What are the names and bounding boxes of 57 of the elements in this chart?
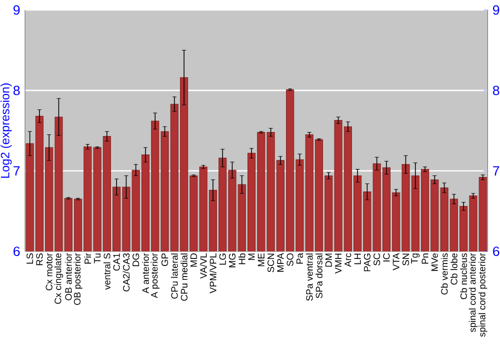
x-tick-label: A anterior: [142, 253, 149, 294]
x-tick-label: SC: [374, 253, 380, 266]
y-tick-label: 9: [14, 5, 20, 15]
y2-tick-label: 9: [493, 5, 500, 15]
x-tick-label: SO: [286, 253, 294, 266]
y2-tick-label: 6: [493, 246, 500, 256]
x-tick-label: OB posterior: [74, 253, 82, 305]
x-tick-label: LH: [354, 254, 361, 264]
y-tick-label: 6: [14, 246, 20, 256]
x-tick-label: LS: [26, 253, 34, 264]
x-tick-label: Cx motor: [46, 253, 52, 290]
x-tick-label: Pir: [84, 253, 92, 264]
y-tick-label: 7: [14, 166, 20, 176]
x-tick-label: SPa dorsal: [316, 254, 322, 298]
x-tick-label: MPA: [277, 252, 284, 272]
x-tick-label: SN: [402, 254, 410, 266]
x-tick-label: CA1: [113, 253, 120, 271]
y-tick-label: 8: [13, 86, 20, 96]
x-tick-label: GP: [161, 253, 168, 266]
x-tick-label: MVe: [431, 253, 438, 271]
x-tick-label: CPu lateral: [170, 254, 178, 299]
x-tick-label: Cb vermis: [440, 253, 448, 294]
x-tick-label: PAG: [364, 254, 370, 272]
x-tick-label: spinal cord posterior: [478, 253, 488, 337]
x-tick-label: IC: [383, 253, 390, 262]
x-tick-label: SPa ventral: [306, 254, 313, 301]
x-tick-label: CA2/CA3: [122, 253, 130, 292]
x-tick-label: M: [248, 254, 255, 260]
x-tick-label: VA/VL: [200, 253, 207, 279]
x-tick-label: Cx cingulate: [54, 253, 64, 304]
x-tick-label: VPM/VPL: [210, 253, 216, 294]
x-tick-label: Pn: [422, 254, 428, 264]
y2-tick-label: 7: [493, 166, 500, 176]
x-tick-label: SCN: [268, 254, 274, 272]
x-tick-label: MG: [228, 254, 236, 268]
x-tick-label: spinal cord anterior: [468, 253, 478, 332]
x-tick-label: Cb nucleus: [460, 253, 467, 300]
x-tick-label: ME: [258, 253, 264, 266]
y2-tick-label: 8: [492, 86, 500, 96]
x-tick-label: RS: [36, 253, 43, 266]
x-tick-label: ventral S: [104, 253, 110, 290]
x-tick-label: Pa: [296, 252, 303, 264]
x-tick-label: Hb: [238, 253, 246, 264]
x-tick-label: MD: [190, 253, 197, 267]
x-tick-label: DG: [132, 254, 140, 266]
x-tick-label: Tg: [411, 254, 420, 264]
x-tick-label: Tu: [94, 254, 101, 264]
x-tick-label: VMH: [335, 254, 342, 274]
x-tick-label: VTA: [392, 252, 400, 270]
x-tick-label: CPu medial: [180, 254, 188, 301]
x-tick-label: DM: [325, 254, 332, 267]
x-tick-label: OB anterior: [64, 253, 72, 300]
x-tick-label: Cb lobe: [450, 253, 458, 285]
y-axis-title: Log2 (expression): [0, 83, 12, 178]
x-tick-label: LG: [219, 254, 226, 265]
x-tick-label: Arc: [344, 253, 352, 267]
x-tick-label: A posterior: [150, 253, 160, 298]
